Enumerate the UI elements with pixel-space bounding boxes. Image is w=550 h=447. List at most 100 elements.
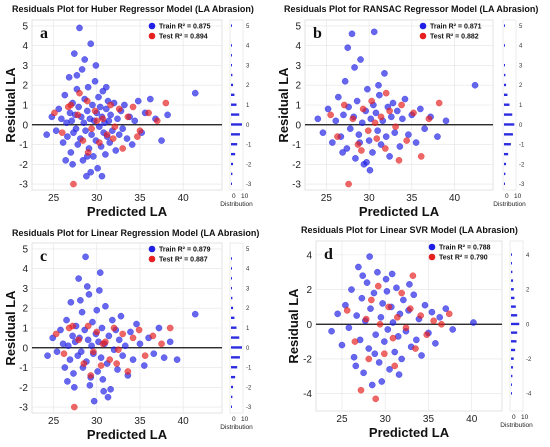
data-point	[84, 322, 92, 330]
data-point	[88, 342, 95, 350]
y-tick-label: 0	[295, 120, 301, 131]
data-point	[61, 91, 69, 99]
distribution-bar	[504, 113, 513, 116]
data-point	[82, 253, 89, 261]
data-point	[352, 155, 359, 162]
data-point	[70, 180, 77, 188]
data-point	[398, 355, 405, 363]
y-tick-label: 2	[306, 285, 312, 296]
data-point	[59, 139, 67, 146]
data-point	[80, 360, 88, 367]
data-point	[62, 157, 69, 164]
data-point	[351, 338, 359, 345]
y-tick-label: 4	[306, 250, 312, 261]
data-point	[335, 93, 342, 101]
data-point	[389, 319, 397, 326]
panel-letter: d	[324, 246, 333, 263]
distribution-bar	[511, 331, 518, 334]
data-point	[71, 50, 78, 57]
data-point	[389, 334, 397, 342]
distribution-tick-label: 4	[246, 267, 250, 273]
data-point	[140, 362, 148, 369]
legend-label: Train R² = 0.871	[430, 24, 482, 31]
data-point	[162, 99, 170, 107]
data-point	[410, 291, 418, 299]
data-point	[99, 340, 107, 348]
data-point	[135, 326, 143, 334]
data-point	[365, 345, 373, 352]
data-point	[72, 125, 80, 133]
y-axis-label: Residual LA	[276, 67, 291, 143]
data-point	[43, 131, 50, 138]
distribution-tick-label: -4	[526, 392, 532, 398]
data-point	[87, 168, 95, 176]
legend-marker	[419, 32, 427, 40]
distribution-tick-label: -2	[246, 162, 252, 168]
data-point	[376, 91, 383, 99]
y-tick-label: -1	[292, 140, 301, 151]
data-point	[74, 111, 82, 119]
distribution-tick-label: -1	[519, 143, 525, 149]
distribution-bar	[511, 322, 520, 326]
x-axis-label: Predicted LA	[87, 204, 168, 219]
data-point	[117, 312, 125, 320]
data-point	[99, 376, 107, 383]
y-tick-label: 0	[22, 343, 28, 354]
legend-label: Test R² = 0.894	[159, 34, 208, 41]
data-point	[60, 350, 68, 357]
y-tick-label: 3	[22, 61, 28, 72]
data-point	[66, 356, 74, 363]
data-point	[86, 382, 94, 389]
x-tick-label: 35	[406, 193, 418, 204]
data-point	[84, 149, 92, 156]
y-tick-label: 2	[22, 81, 28, 92]
data-point	[405, 131, 412, 138]
data-point	[332, 117, 340, 125]
data-point	[64, 378, 71, 385]
data-point	[102, 105, 110, 113]
series-train	[314, 28, 479, 174]
distribution-bar	[231, 267, 232, 270]
data-point	[339, 149, 346, 156]
distribution-label: Distribution	[220, 201, 253, 208]
data-point	[102, 83, 110, 91]
distribution-bar	[231, 405, 232, 408]
data-point	[75, 103, 82, 111]
x-tick-label: 40	[449, 193, 461, 204]
data-point	[341, 101, 348, 109]
data-point	[52, 330, 60, 338]
data-point	[115, 105, 123, 113]
distribution-bar	[231, 44, 232, 47]
data-point	[134, 97, 142, 105]
data-point	[67, 101, 75, 109]
data-point	[421, 125, 428, 133]
data-point	[388, 270, 396, 278]
x-tick-label: 35	[423, 414, 435, 425]
data-point	[166, 324, 174, 332]
data-point	[367, 115, 375, 123]
data-point	[362, 315, 370, 323]
data-point	[134, 133, 141, 140]
data-point	[383, 288, 391, 295]
series-test	[51, 89, 170, 188]
distribution-tick-label: 2	[519, 83, 523, 89]
distribution-tick-label: -2	[526, 357, 532, 363]
data-point	[129, 334, 137, 342]
data-point	[136, 127, 144, 134]
data-point	[409, 272, 417, 279]
x-axis-label: Predicted LA	[359, 204, 440, 219]
distribution-bar	[511, 253, 512, 256]
data-point	[69, 322, 76, 330]
data-point	[369, 149, 376, 156]
data-point	[368, 296, 375, 304]
x-tick-label: 40	[466, 414, 478, 425]
data-point	[64, 133, 71, 140]
distribution-bar	[231, 257, 232, 260]
data-point	[75, 275, 82, 282]
data-point	[102, 302, 109, 310]
data-point	[69, 332, 76, 340]
data-point	[377, 314, 385, 321]
legend-label: Train R² = 0.875	[159, 24, 211, 31]
data-point	[99, 115, 107, 123]
data-point	[104, 393, 112, 401]
